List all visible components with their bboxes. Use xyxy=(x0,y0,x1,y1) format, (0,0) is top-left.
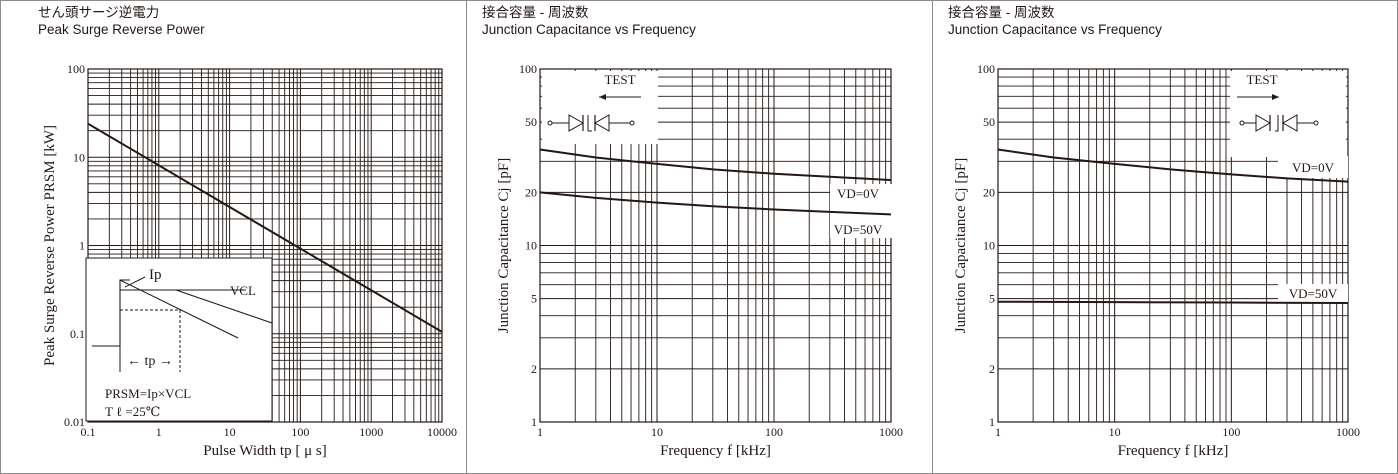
plot-border xyxy=(87,68,443,423)
x-tick-label: 1 xyxy=(156,425,162,439)
terminal-icon xyxy=(1239,120,1245,126)
y-tick-label: 20 xyxy=(525,185,537,199)
terminal-icon xyxy=(1313,120,1319,126)
diode-icon xyxy=(568,114,585,132)
inset-pulse-box xyxy=(85,257,273,422)
bracket-icon xyxy=(587,115,592,132)
y-axis-label: Junction Capacitance Cj [pF] xyxy=(953,158,969,333)
series-line-2 xyxy=(997,300,1349,305)
test-inset-box xyxy=(1230,71,1346,157)
chart-title-ja: せん頭サージ逆電力 xyxy=(38,5,160,20)
chart-title: Junction Capacitance vs Frequency xyxy=(482,22,696,37)
vcl-label: VCL xyxy=(230,283,256,298)
x-tick-label: 10 xyxy=(224,425,236,439)
x-axis-label: Pulse Width tp [ μ s] xyxy=(203,443,326,459)
plot-border xyxy=(997,68,1349,423)
ip-label: Ip xyxy=(149,267,162,283)
y-axis-label: Peak Surge Reverse Power PRSM [kW] xyxy=(42,125,58,366)
test-label: TEST xyxy=(604,72,635,87)
arrow-right-icon xyxy=(1272,94,1279,100)
y-tick-label: 20 xyxy=(983,185,995,199)
tp-label: ← tp → xyxy=(127,354,173,369)
chart-panel-capacitance-2: 接合容量 - 周波数 Junction Capacitance vs Frequ… xyxy=(932,0,1398,474)
series-label-vd0: VD=0V xyxy=(1292,160,1335,175)
x-tick-label: 100 xyxy=(291,425,309,439)
y-tick-label: 0.1 xyxy=(70,327,85,341)
plot-border xyxy=(539,68,892,423)
chart-panel-capacitance-1: 接合容量 - 周波数 Junction Capacitance vs Frequ… xyxy=(466,0,932,474)
series-label-box xyxy=(830,184,892,238)
chart-title-ja: 接合容量 - 周波数 xyxy=(948,5,1055,20)
y-tick-label: 10 xyxy=(983,239,995,253)
y-tick-label: 1 xyxy=(989,415,995,429)
x-axis-label: Frequency f [kHz] xyxy=(660,443,771,459)
x-axis-label: Frequency f [kHz] xyxy=(1118,443,1229,459)
y-tick-label: 0.01 xyxy=(64,415,85,429)
diode-icon xyxy=(1255,114,1272,132)
chart-panel-surge: せん頭サージ逆電力 Peak Surge Reverse Power 0.1 1 1… xyxy=(0,0,466,474)
panel-divider xyxy=(932,0,933,474)
y-tick-label: 100 xyxy=(67,62,85,76)
test-inset-box xyxy=(542,71,658,144)
x-tick-label: 0.1 xyxy=(81,425,96,439)
bracket-icon xyxy=(1275,115,1279,132)
series-line-1 xyxy=(87,122,443,333)
voltage-decay-line xyxy=(175,289,273,324)
y-tick-label: 100 xyxy=(519,62,537,76)
terminal-icon xyxy=(629,120,635,126)
panel-divider xyxy=(466,0,467,474)
series-line-1 xyxy=(997,148,1349,183)
y-tick-label: 10 xyxy=(73,150,85,164)
x-tick-label: 1 xyxy=(537,425,543,439)
terminal-icon xyxy=(547,120,553,126)
x-tick-label: 1 xyxy=(995,425,1001,439)
series-label-box xyxy=(1278,284,1348,302)
y-tick-label: 50 xyxy=(525,115,537,129)
capacitance-chart-1: 1 10 100 1000 1 2 5 10 20 50 100 Frequency f [kHz] J… xyxy=(496,62,903,459)
y-tick-label: 2 xyxy=(531,362,537,376)
x-tick-label: 10 xyxy=(1109,425,1121,439)
x-tick-label: 1000 xyxy=(879,425,903,439)
x-tick-label: 1000 xyxy=(359,425,383,439)
series-label-vd0: VD=0V xyxy=(837,186,880,201)
y-tick-label: 5 xyxy=(989,292,995,306)
y-tick-label: 50 xyxy=(983,115,995,129)
x-tick-label: 1000 xyxy=(1336,425,1360,439)
y-tick-label: 10 xyxy=(525,239,537,253)
x-tick-label: 100 xyxy=(765,425,783,439)
y-tick-label: 2 xyxy=(989,362,995,376)
series-line-2 xyxy=(539,191,892,216)
y-tick-label: 1 xyxy=(79,239,85,253)
y-tick-label: 5 xyxy=(531,292,537,306)
temperature-label: T ℓ =25℃ xyxy=(105,404,160,419)
y-axis-label: Junction Capacitance Cj [pF] xyxy=(496,158,512,333)
ip-leader-line xyxy=(124,276,146,288)
y-tick-label: 1 xyxy=(531,415,537,429)
series-label-vd50: VD=50V xyxy=(1289,286,1338,301)
x-tick-label: 100 xyxy=(1222,425,1240,439)
test-label: TEST xyxy=(1246,72,1277,87)
chart-title: Peak Surge Reverse Power xyxy=(38,22,205,37)
series-label-vd50: VD=50V xyxy=(834,222,883,237)
x-tick-label: 10000 xyxy=(427,425,457,439)
pulse-waveform xyxy=(92,279,130,347)
y-tick-label: 100 xyxy=(977,62,995,76)
series-label-box xyxy=(1278,156,1348,178)
capacitance-chart-2: 1 10 100 1000 1 2 5 10 20 50 100 Frequency f [kHz] J… xyxy=(953,62,1360,459)
series-line-1 xyxy=(539,148,892,182)
chart-title-ja: 接合容量 - 周波数 xyxy=(482,5,589,20)
arrow-left-icon xyxy=(599,94,606,100)
chart-title: Junction Capacitance vs Frequency xyxy=(948,22,1162,37)
x-tick-label: 10 xyxy=(651,425,663,439)
formula-label: PRSM=Ip×VCL xyxy=(105,386,191,401)
